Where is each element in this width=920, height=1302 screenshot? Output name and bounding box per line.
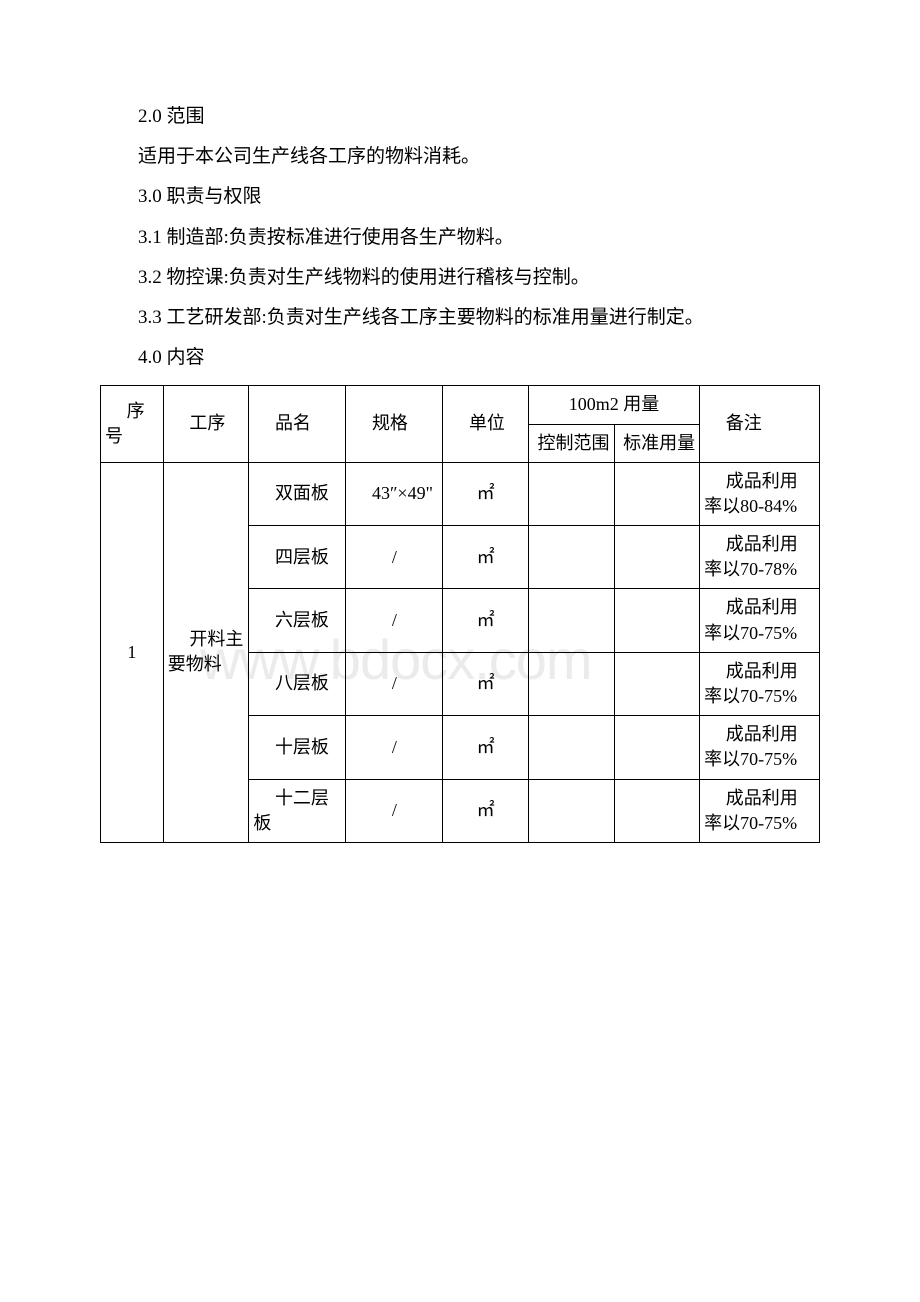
cell-name: 十二层板 xyxy=(249,779,346,842)
para-duty-heading: 3.0 职责与权限 xyxy=(100,180,820,214)
cell-name: 八层板 xyxy=(249,652,346,715)
cell-range xyxy=(528,589,614,652)
cell-range xyxy=(528,779,614,842)
header-note: 备注 xyxy=(700,386,820,462)
cell-std xyxy=(614,779,700,842)
cell-note: 成品利用率以80-84% xyxy=(700,462,820,525)
para-content-heading: 4.0 内容 xyxy=(100,341,820,375)
cell-name: 六层板 xyxy=(249,589,346,652)
cell-std xyxy=(614,716,700,779)
cell-note: 成品利用率以70-75% xyxy=(700,779,820,842)
cell-name: 十层板 xyxy=(249,716,346,779)
para-duty-2: 3.2 物控课:负责对生产线物料的使用进行稽核与控制。 xyxy=(100,261,820,295)
cell-spec: / xyxy=(346,589,443,652)
para-duty-3: 3.3 工艺研发部:负责对生产线各工序主要物料的标准用量进行制定。 xyxy=(100,301,820,335)
table-row: 1 开料主要物料 双面板 43″×49" ㎡ 成品利用率以80-84% xyxy=(101,462,820,525)
header-name: 品名 xyxy=(249,386,346,462)
header-range: 控制范围 xyxy=(528,424,614,462)
cell-note: 成品利用率以70-78% xyxy=(700,526,820,589)
cell-std xyxy=(614,652,700,715)
cell-process: 开料主要物料 xyxy=(163,462,249,842)
cell-std xyxy=(614,589,700,652)
cell-unit: ㎡ xyxy=(443,462,529,525)
cell-std xyxy=(614,526,700,589)
para-scope-body: 适用于本公司生产线各工序的物料消耗。 xyxy=(100,140,820,174)
header-seq: 序号 xyxy=(101,386,164,462)
cell-name: 四层板 xyxy=(249,526,346,589)
table-header-row-1: 序号 工序 品名 规格 单位 100m2 用量 备注 xyxy=(101,386,820,424)
document-content: 2.0 范围 适用于本公司生产线各工序的物料消耗。 3.0 职责与权限 3.1 … xyxy=(100,100,820,843)
cell-spec: 43″×49" xyxy=(346,462,443,525)
cell-spec: / xyxy=(346,652,443,715)
cell-range xyxy=(528,462,614,525)
para-scope-heading: 2.0 范围 xyxy=(100,100,820,134)
cell-note: 成品利用率以70-75% xyxy=(700,716,820,779)
header-usage: 100m2 用量 xyxy=(528,386,699,424)
cell-range xyxy=(528,526,614,589)
cell-range xyxy=(528,652,614,715)
para-duty-1: 3.1 制造部:负责按标准进行使用各生产物料。 xyxy=(100,221,820,255)
cell-spec: / xyxy=(346,779,443,842)
cell-std xyxy=(614,462,700,525)
header-std: 标准用量 xyxy=(614,424,700,462)
header-spec: 规格 xyxy=(346,386,443,462)
cell-note: 成品利用率以70-75% xyxy=(700,589,820,652)
cell-note: 成品利用率以70-75% xyxy=(700,652,820,715)
cell-unit: ㎡ xyxy=(443,652,529,715)
cell-unit: ㎡ xyxy=(443,716,529,779)
cell-spec: / xyxy=(346,716,443,779)
cell-name: 双面板 xyxy=(249,462,346,525)
header-process: 工序 xyxy=(163,386,249,462)
cell-unit: ㎡ xyxy=(443,526,529,589)
cell-unit: ㎡ xyxy=(443,589,529,652)
cell-seq: 1 xyxy=(101,462,164,842)
material-table: 序号 工序 品名 规格 单位 100m2 用量 备注 控制范围 标准用量 1 开… xyxy=(100,385,820,843)
cell-spec: / xyxy=(346,526,443,589)
header-unit: 单位 xyxy=(443,386,529,462)
cell-range xyxy=(528,716,614,779)
cell-unit: ㎡ xyxy=(443,779,529,842)
